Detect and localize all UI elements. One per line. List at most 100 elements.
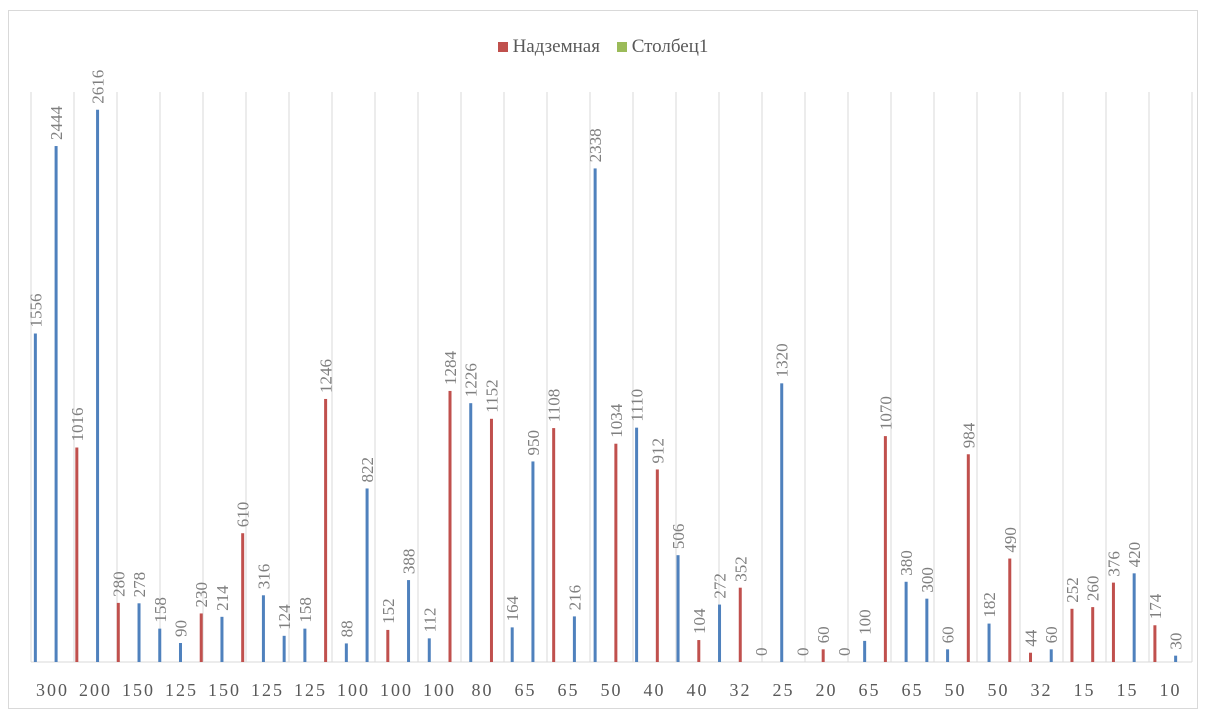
bar — [966, 454, 970, 662]
x-tick-label: 50 — [601, 680, 623, 700]
x-tick-label: 125 — [294, 680, 327, 700]
bar — [75, 447, 79, 662]
data-label: 2616 — [89, 70, 108, 104]
bar — [427, 638, 431, 662]
x-tick-label: 125 — [251, 680, 284, 700]
bar — [925, 598, 929, 662]
data-label: 30 — [1167, 633, 1186, 650]
bar — [635, 427, 639, 662]
bar — [1091, 607, 1095, 662]
data-label: 152 — [379, 598, 398, 624]
bar — [33, 333, 37, 662]
x-tick-label: 80 — [472, 680, 494, 700]
bar — [469, 403, 473, 662]
x-tick-label: 65 — [902, 680, 924, 700]
data-label: 280 — [109, 571, 128, 597]
x-tick-label: 100 — [337, 680, 370, 700]
bar — [199, 613, 203, 662]
bar — [1153, 625, 1157, 662]
bar — [572, 616, 576, 662]
data-label: 352 — [731, 556, 750, 582]
bar — [510, 627, 514, 662]
data-label: 272 — [711, 573, 730, 599]
x-tick-label: 150 — [208, 680, 241, 700]
bar — [303, 628, 307, 662]
bar — [96, 109, 100, 662]
bar — [386, 629, 390, 662]
bar — [282, 635, 286, 662]
x-tick-label: 20 — [816, 680, 838, 700]
data-label: 164 — [503, 595, 522, 621]
bar — [552, 428, 556, 662]
data-label: 2444 — [47, 106, 66, 141]
data-label: 0 — [835, 648, 854, 657]
bar — [365, 488, 369, 662]
bar — [1029, 652, 1033, 662]
data-label: 1556 — [26, 294, 45, 328]
data-label: 2338 — [586, 128, 605, 162]
data-label: 88 — [337, 620, 356, 637]
data-label: 90 — [171, 620, 190, 637]
bar — [261, 595, 265, 662]
data-label: 376 — [1104, 551, 1123, 577]
data-label: 252 — [1063, 577, 1082, 603]
x-tick-label: 125 — [165, 680, 198, 700]
legend-swatch-nadzemnaya — [497, 42, 508, 52]
x-tick-label: 65 — [558, 680, 580, 700]
x-tick-label: 50 — [945, 680, 967, 700]
data-label: 1320 — [773, 343, 792, 377]
bar — [1008, 558, 1012, 662]
data-label: 158 — [151, 597, 170, 623]
data-label: 230 — [192, 582, 211, 608]
bar — [241, 533, 245, 662]
data-label: 912 — [648, 438, 667, 464]
x-tick-label: 40 — [687, 680, 709, 700]
x-tick-label: 300 — [36, 680, 69, 700]
bar — [324, 398, 328, 662]
data-label: 216 — [565, 585, 584, 611]
bar — [1049, 649, 1053, 662]
bar — [593, 168, 597, 662]
data-label: 174 — [1146, 593, 1165, 619]
data-label: 100 — [856, 609, 875, 635]
bar — [946, 649, 950, 662]
bar — [738, 587, 742, 662]
data-label: 506 — [669, 524, 688, 550]
x-tick-label: 40 — [644, 680, 666, 700]
bar — [718, 604, 722, 662]
data-label: 60 — [939, 626, 958, 643]
legend-swatch-stolbets1 — [616, 42, 627, 52]
bar — [676, 555, 680, 662]
data-label: 1284 — [441, 350, 460, 385]
data-label: 610 — [234, 502, 253, 528]
data-label: 1016 — [68, 408, 87, 442]
bar — [1070, 608, 1074, 662]
bar — [54, 146, 58, 663]
data-label: 278 — [130, 572, 149, 598]
data-label: 316 — [254, 564, 273, 590]
x-tick-label: 65 — [515, 680, 537, 700]
data-label: 60 — [814, 626, 833, 643]
legend-item-nadzemnaya: Надземная — [497, 36, 600, 58]
bar — [863, 640, 867, 662]
data-label: 1034 — [607, 403, 626, 438]
bar — [780, 383, 784, 662]
data-label: 1226 — [462, 363, 481, 397]
x-tick-label: 15 — [1074, 680, 1096, 700]
bar — [178, 643, 182, 662]
x-tick-label: 25 — [773, 680, 795, 700]
data-label: 490 — [1001, 527, 1020, 553]
bar — [448, 390, 452, 662]
x-tick-label: 15 — [1117, 680, 1139, 700]
x-tick-label: 32 — [1031, 680, 1053, 700]
data-label: 950 — [524, 430, 543, 456]
legend-item-stolbets1: Столбец1 — [616, 36, 709, 58]
data-label: 60 — [1042, 626, 1061, 643]
bar — [1132, 573, 1136, 662]
bar — [407, 580, 411, 662]
legend-label-stolbets1: Столбец1 — [631, 36, 709, 57]
x-tick-label: 32 — [730, 680, 752, 700]
bar — [655, 469, 659, 662]
chart-frame — [8, 10, 1198, 709]
